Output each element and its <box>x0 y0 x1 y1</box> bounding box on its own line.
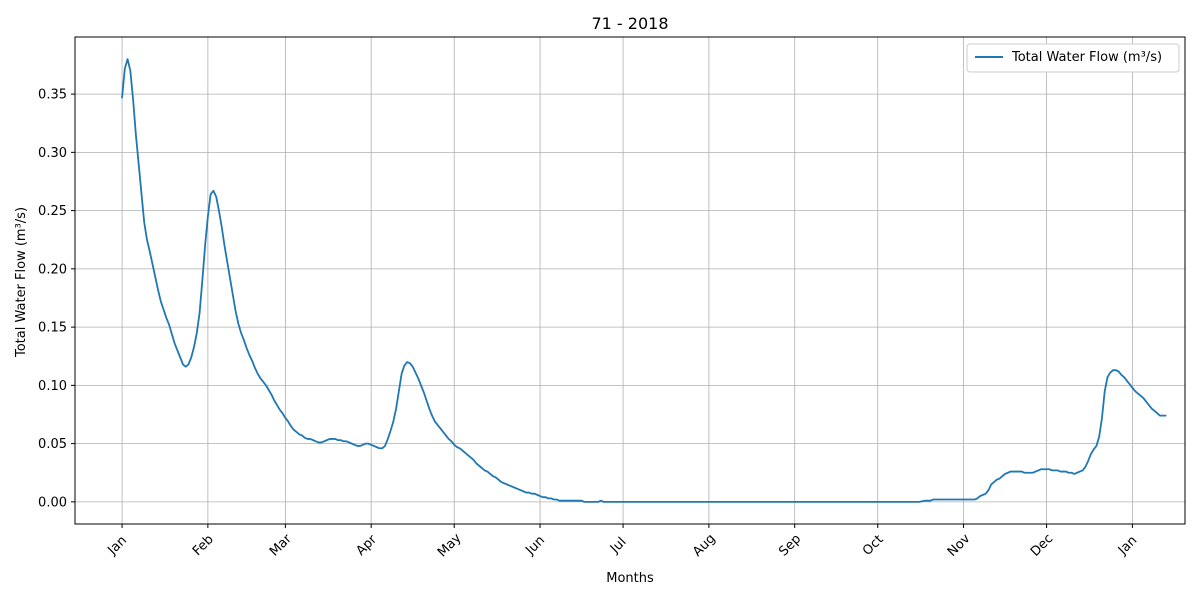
y-tick-label: 0.00 <box>38 495 67 510</box>
plot-frame <box>74 36 1186 525</box>
plot-series <box>121 58 1167 503</box>
y-tick-label: 0.35 <box>38 88 67 103</box>
x-axis-title: Months <box>606 571 654 586</box>
legend: Total Water Flow (m³/s) <box>966 43 1180 73</box>
y-tick-label: 0.30 <box>38 146 67 161</box>
y-tick-label: 0.05 <box>38 437 67 452</box>
legend-label: Total Water Flow (m³/s) <box>1011 50 1162 65</box>
series-line <box>121 58 1167 503</box>
y-tick-label: 0.10 <box>38 379 67 394</box>
y-tick-label: 0.25 <box>38 204 67 219</box>
y-tick-label: 0.20 <box>38 262 67 277</box>
y-axis-title: Total Water Flow (m³/s) <box>14 207 29 358</box>
y-axis-ticks: 0.00 0.05 0.10 0.15 0.20 0.25 0.30 0.35 <box>38 88 75 510</box>
chart-title: 71 - 2018 <box>591 14 668 33</box>
x-gridlines <box>121 37 1133 524</box>
y-tick-label: 0.15 <box>38 321 67 336</box>
legend-box <box>966 43 1180 73</box>
